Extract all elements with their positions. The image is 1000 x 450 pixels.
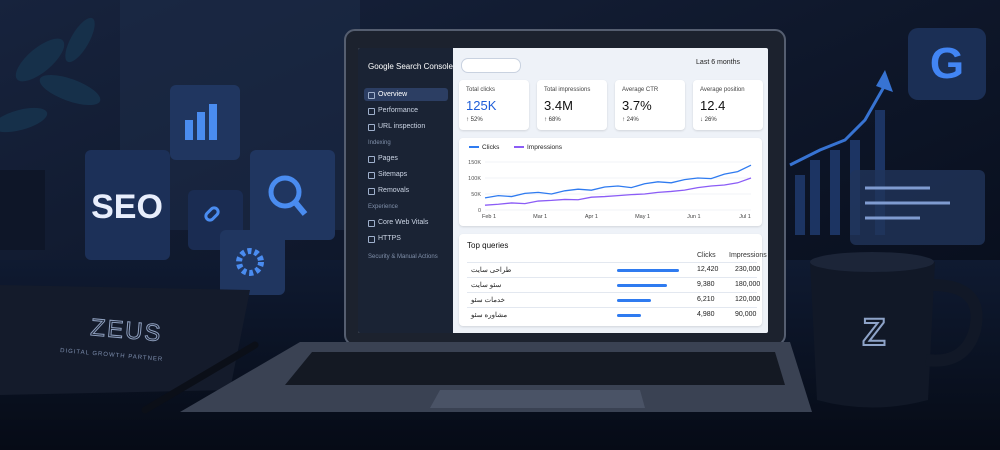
- search-console-screen: Google Search Console Overview Performanc…: [358, 48, 768, 333]
- y-tick-label: 0: [478, 208, 481, 214]
- legend-label: Clicks: [482, 144, 500, 151]
- google-logo: G: [930, 39, 964, 88]
- mug: [810, 252, 983, 408]
- table-row[interactable]: سئو سایت 9,380 180,000: [467, 277, 761, 293]
- metric-card[interactable]: Total clicks 125K ↑ 52%: [459, 80, 529, 130]
- date-range[interactable]: Last 6 months: [696, 59, 740, 66]
- nav-item[interactable]: Overview: [364, 88, 448, 101]
- y-tick-label: 50K: [471, 192, 481, 198]
- card-label: Total clicks: [466, 87, 496, 93]
- cubes: [85, 85, 335, 295]
- metric-card[interactable]: Average CTR 3.7% ↑ 24%: [615, 80, 685, 130]
- card-value: 12.4: [700, 98, 726, 113]
- google-tile: [908, 28, 986, 100]
- clicks: 12,420: [697, 266, 719, 273]
- table-row[interactable]: خدمات سئو 6,210 120,000: [467, 292, 761, 308]
- card-label: Average CTR: [622, 87, 659, 93]
- card-value: 3.4M: [544, 98, 573, 113]
- clicks: 6,210: [697, 296, 715, 303]
- y-tick-label: 150K: [468, 160, 481, 166]
- x-tick-label: Apr 1: [585, 214, 598, 220]
- x-tick-label: Jun 1: [687, 214, 700, 220]
- query: طراحی سایت: [471, 267, 512, 274]
- query-bar: [617, 269, 679, 272]
- y-tick-label: 100K: [468, 176, 481, 182]
- column-header: Impressions: [729, 252, 767, 259]
- nav-item[interactable]: Core Web Vitals: [364, 216, 448, 229]
- pen: [141, 341, 259, 414]
- query-bar: [617, 299, 651, 302]
- main-panel: Last 6 months 0 50K 100K 150K Feb 1 Mar 1 Apr …: [453, 48, 768, 333]
- query: سئو سایت: [471, 282, 502, 289]
- mug-logo: Z: [862, 312, 885, 354]
- table-row[interactable]: طراحی سایت 12,420 230,000: [467, 262, 761, 278]
- card-value: 125K: [466, 98, 497, 113]
- series-line: [484, 164, 752, 199]
- query-bar: [617, 314, 641, 317]
- x-tick-label: Jul 1: [739, 214, 751, 220]
- card-change: ↓ 26%: [700, 117, 717, 123]
- card-change: ↑ 68%: [544, 117, 561, 123]
- card-change: ↑ 24%: [622, 117, 639, 123]
- nav-item[interactable]: Performance: [364, 104, 448, 117]
- impressions: 90,000: [735, 311, 757, 318]
- nav-heading: Experience: [368, 204, 399, 210]
- nav-item[interactable]: Sitemaps: [364, 168, 448, 181]
- nav-footer[interactable]: Security & Manual Actions: [368, 254, 438, 260]
- table-row[interactable]: مشاوره سئو 4,980 90,000: [467, 307, 757, 323]
- clicks: 9,380: [697, 281, 715, 288]
- queries-table: Top queries Clicks Impressions طراحی سای…: [459, 234, 767, 326]
- card-value: 3.7%: [622, 98, 652, 113]
- table-title: Top queries: [467, 241, 509, 250]
- chart-box: 0 50K 100K 150K Feb 1 Mar 1 Apr 1 May 1 Jun 1 Jul…: [459, 138, 762, 226]
- query: خدمات سئو: [471, 297, 506, 304]
- impressions: 230,000: [735, 266, 761, 273]
- column-header: Clicks: [697, 252, 716, 259]
- app-title: Google Search Console: [368, 62, 453, 71]
- nav-heading: Indexing: [368, 140, 391, 146]
- impressions: 180,000: [735, 281, 761, 288]
- nav-item[interactable]: Removals: [364, 184, 448, 197]
- x-tick-label: May 1: [635, 214, 650, 220]
- plant: [0, 17, 101, 250]
- x-tick-label: Feb 1: [482, 214, 496, 220]
- clicks: 4,980: [697, 311, 715, 318]
- search-box[interactable]: [461, 58, 521, 73]
- query: مشاوره سئو: [471, 312, 508, 319]
- query-bar: [617, 284, 667, 287]
- card-change: ↑ 52%: [466, 117, 483, 123]
- legend-label: Impressions: [527, 144, 563, 151]
- card-label: Total impressions: [544, 87, 591, 93]
- nav-item[interactable]: HTTPS: [364, 232, 448, 245]
- metric-card[interactable]: Total impressions 3.4M ↑ 68%: [537, 80, 607, 130]
- impressions: 120,000: [735, 296, 761, 303]
- notebook: [0, 285, 250, 395]
- performance-chart: 0 50K 100K 150K Feb 1 Mar 1 Apr 1 May 1 Jun 1 Jul…: [468, 144, 752, 220]
- cube-label: SEO: [91, 188, 163, 226]
- metric-card[interactable]: Average position 12.4 ↓ 26%: [693, 80, 763, 130]
- card-label: Average position: [700, 87, 745, 93]
- floating-panel: [850, 170, 985, 245]
- x-tick-label: Mar 1: [533, 214, 547, 220]
- nav-item[interactable]: Pages: [364, 152, 448, 165]
- sidebar: Google Search Console Overview Performanc…: [358, 48, 453, 333]
- series-line: [484, 177, 752, 206]
- panel-lines: [865, 186, 950, 220]
- nav-item[interactable]: URL inspection: [364, 120, 448, 133]
